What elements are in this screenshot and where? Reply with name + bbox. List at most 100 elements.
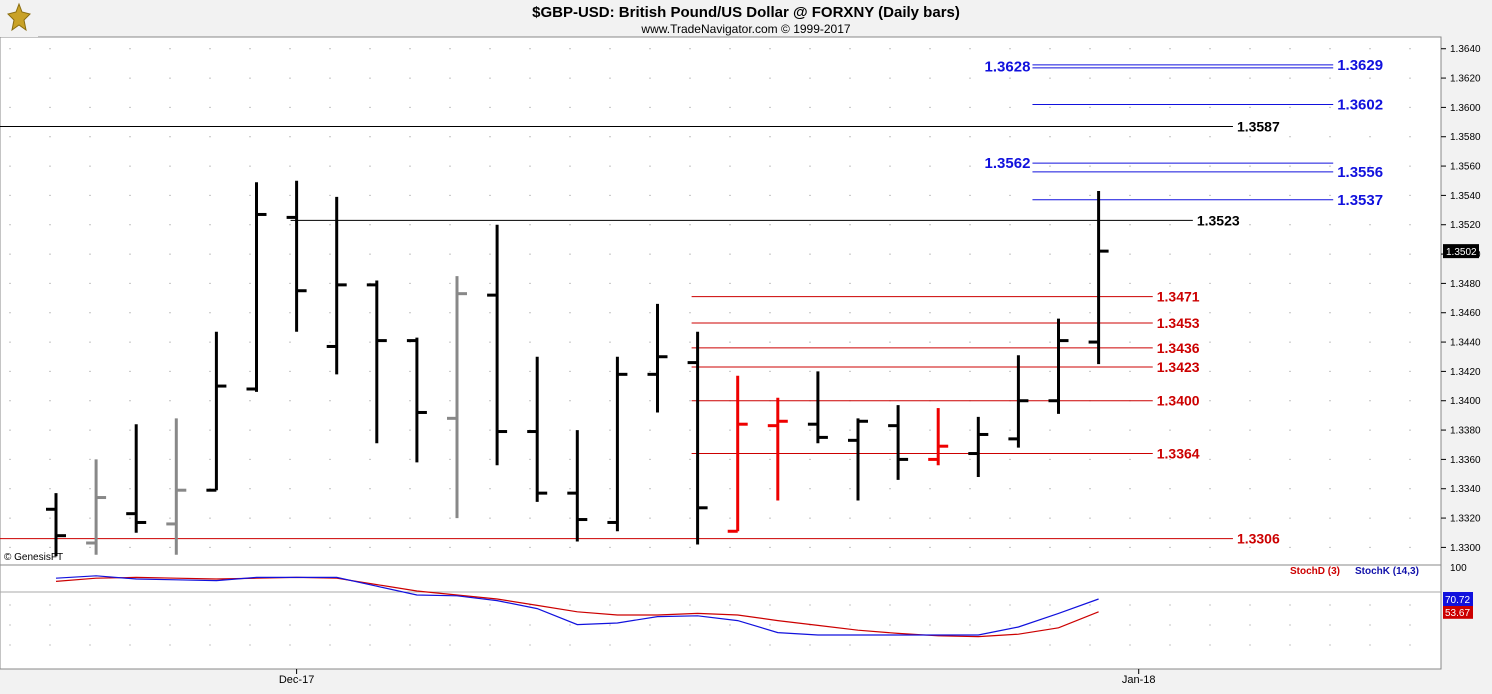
grid-dot: [569, 546, 571, 549]
grid-dot: [809, 429, 811, 431]
grid-dot: [9, 48, 11, 50]
grid-dot: [1289, 194, 1291, 196]
grid-dot: [769, 370, 771, 372]
grid-dot: [1249, 253, 1251, 255]
grid-dot: [329, 136, 331, 138]
price-levels: 1.3629 1.3628 1.3602 1.3587 1.3562 1.3556 1.35…: [0, 57, 1383, 547]
grid-dot: [609, 253, 611, 255]
grid-dot: [529, 546, 531, 549]
level-label: 1.3537: [1337, 192, 1383, 209]
stoch-value-label: 70.72: [1445, 595, 1470, 606]
grid-dot: [49, 312, 51, 314]
grid-dot: [729, 644, 731, 646]
grid-dot: [569, 517, 571, 519]
grid-dot: [809, 341, 811, 343]
grid-dot: [9, 644, 11, 646]
grid-dot: [1009, 224, 1011, 226]
grid-dot: [489, 517, 491, 519]
grid-dot: [809, 253, 811, 255]
grid-dot: [209, 517, 211, 519]
grid-dot: [1209, 282, 1211, 284]
grid-dot: [249, 429, 251, 431]
grid-dot: [329, 400, 331, 402]
grid-dot: [289, 429, 291, 431]
grid-dot: [169, 224, 171, 226]
grid-dot: [9, 282, 11, 284]
grid-dot: [1289, 77, 1291, 79]
grid-dot: [169, 624, 171, 626]
grid-dot: [529, 644, 531, 646]
grid-dot: [129, 458, 131, 460]
grid-dot: [849, 546, 851, 549]
ohlc-bar: [727, 375, 748, 533]
grid-dot: [809, 604, 811, 606]
grid-dot: [209, 77, 211, 79]
grid-dot: [929, 106, 931, 108]
grid-dot: [209, 253, 211, 255]
grid-dot: [449, 429, 451, 431]
chart-title: $GBP-USD: British Pound/US Dollar @ FORX…: [532, 4, 960, 21]
grid-dot: [769, 165, 771, 167]
grid-dot: [929, 253, 931, 255]
grid-dot: [929, 370, 931, 372]
grid-dot: [89, 165, 91, 167]
grid-dot: [209, 458, 211, 460]
grid-dot: [809, 370, 811, 372]
grid-dot: [1089, 517, 1091, 519]
grid-dot: [209, 644, 211, 646]
y-tick-label: 1.3420: [1450, 367, 1481, 378]
grid-dot: [409, 282, 411, 284]
grid-dot: [489, 165, 491, 167]
ohlc-bar: [767, 397, 788, 501]
grid-dot: [1249, 370, 1251, 372]
grid-dot: [1409, 400, 1411, 402]
grid-dot: [169, 546, 171, 549]
grid-dot: [1129, 194, 1131, 196]
grid-dot: [889, 488, 891, 490]
grid-dot: [49, 546, 51, 549]
grid-dot: [1369, 77, 1371, 79]
grid-dot: [409, 604, 411, 606]
grid-dot: [369, 517, 371, 519]
grid-dot: [849, 517, 851, 519]
grid-dot: [129, 546, 131, 549]
grid-dot: [249, 224, 251, 226]
x-tick-label: Jan-18: [1122, 674, 1156, 686]
grid-dot: [1369, 517, 1371, 519]
grid-dot: [49, 106, 51, 108]
grid-dot: [1209, 488, 1211, 490]
grid-dot: [689, 624, 691, 626]
grid-dot: [489, 341, 491, 343]
grid-dot: [1129, 604, 1131, 606]
grid-dot: [609, 136, 611, 138]
grid-dot: [609, 488, 611, 490]
grid-dot: [1129, 282, 1131, 284]
grid-dot: [609, 106, 611, 108]
grid-dot: [329, 370, 331, 372]
grid-dot: [849, 488, 851, 490]
grid-dot: [649, 517, 651, 519]
grid-dot: [809, 488, 811, 490]
grid-dot: [1289, 488, 1291, 490]
grid-dot: [1249, 517, 1251, 519]
grid-dot: [929, 624, 931, 626]
grid-dot: [1369, 224, 1371, 226]
grid-dot: [1009, 341, 1011, 343]
grid-dot: [369, 341, 371, 343]
grid-dot: [1009, 517, 1011, 519]
y-tick-label: 1.3600: [1450, 103, 1481, 114]
grid-dot: [569, 253, 571, 255]
level-label: 1.3587: [1237, 118, 1280, 134]
grid-dot: [409, 488, 411, 490]
grid-dot: [609, 429, 611, 431]
grid-dot: [569, 644, 571, 646]
grid-dot: [569, 48, 571, 50]
grid-dot: [969, 370, 971, 372]
grid-dot: [49, 488, 51, 490]
grid-dot: [129, 488, 131, 490]
grid-dot: [1209, 370, 1211, 372]
grid-dot: [929, 312, 931, 314]
grid-dot: [969, 224, 971, 226]
grid-dot: [649, 546, 651, 549]
